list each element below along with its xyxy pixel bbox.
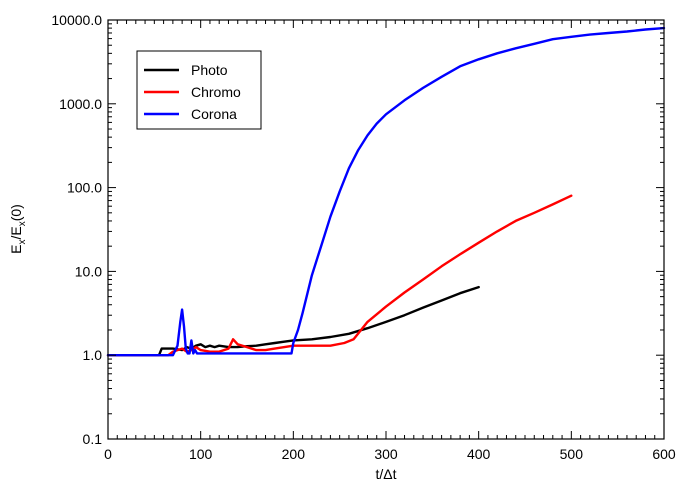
legend-label-chromo: Chromo bbox=[191, 84, 241, 100]
series-layer bbox=[106, 26, 666, 357]
y-tick-label: 10.0 bbox=[75, 263, 102, 279]
y-tick-label: 100.0 bbox=[67, 180, 102, 196]
x-tick-label: 300 bbox=[374, 446, 398, 462]
y-tick-label: 1000.0 bbox=[59, 96, 102, 112]
x-tick-label: 200 bbox=[282, 446, 306, 462]
x-tick-label: 500 bbox=[560, 446, 584, 462]
y-tick-label: 1.0 bbox=[83, 347, 103, 363]
x-tick-label: 100 bbox=[189, 446, 213, 462]
series-line-chromo bbox=[106, 194, 573, 357]
labels-layer: 0 100 200 300 400 500 600 0.1 1.0 10.0 100.0 1000.0… bbox=[51, 12, 676, 462]
x-tick-label: 600 bbox=[652, 446, 676, 462]
y-tick-label: 0.1 bbox=[83, 431, 103, 447]
legend-label-photo: Photo bbox=[191, 62, 228, 78]
legend: Photo Chromo Corona bbox=[136, 50, 262, 130]
ticks-layer bbox=[107, 20, 665, 440]
x-axis-title: t/Δt bbox=[375, 466, 396, 482]
legend-label-corona: Corona bbox=[191, 106, 237, 122]
y-tick-label: 10000.0 bbox=[51, 12, 102, 28]
series-line-corona bbox=[106, 26, 666, 357]
x-tick-label: 0 bbox=[104, 446, 112, 462]
legend-box bbox=[136, 50, 262, 130]
y-axis-title: Ex/Ex(0) bbox=[8, 204, 28, 254]
x-tick-label: 400 bbox=[467, 446, 491, 462]
